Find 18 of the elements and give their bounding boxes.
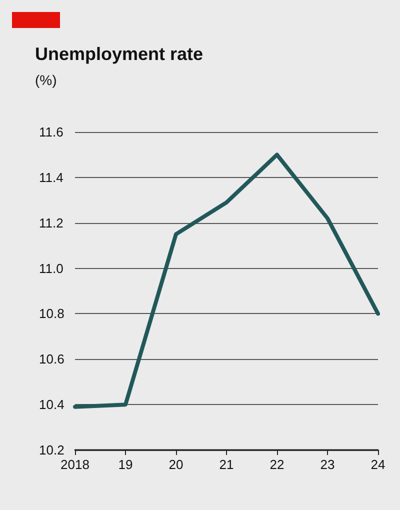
y-tick-label: 11.0 <box>39 260 64 276</box>
x-tick-label: 19 <box>118 457 133 472</box>
x-tick-label: 24 <box>370 457 386 472</box>
x-tick-label: 21 <box>219 457 234 472</box>
x-tick-label: 23 <box>320 457 335 472</box>
y-tick-label: 10.6 <box>39 352 64 367</box>
x-tick-label: 22 <box>270 457 284 472</box>
x-tick-label: 20 <box>168 457 184 472</box>
x-tick-label: 2018 <box>60 457 90 472</box>
line-series <box>73 152 380 409</box>
y-tick-label: 11.6 <box>39 124 64 140</box>
y-tick-label: 11.4 <box>39 170 64 185</box>
chart-title: Unemployment rate <box>35 44 204 64</box>
y-tick-label: 11.2 <box>39 215 64 230</box>
y-tick-label: 10.8 <box>39 306 64 322</box>
y-tick-label: 10.2 <box>39 442 64 458</box>
y-tick-label: 10.4 <box>39 397 64 412</box>
chart-subtitle: (%) <box>35 72 57 88</box>
